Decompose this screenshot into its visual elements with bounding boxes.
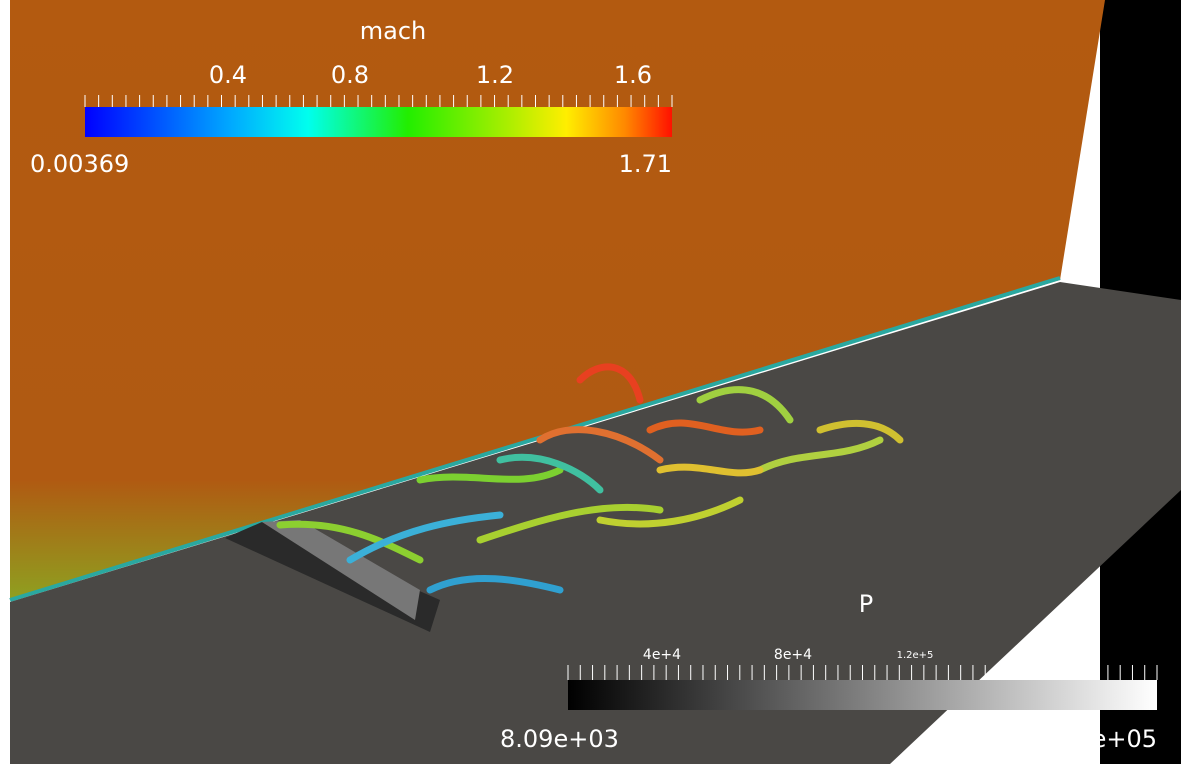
p-colorbar — [568, 680, 1157, 710]
tick-label: 4e+4 — [643, 647, 681, 663]
legend-title: P — [859, 590, 873, 618]
tick-label: 0.4 — [209, 61, 247, 89]
tick-label: 8e+4 — [774, 647, 812, 663]
tick-label: 1.6e+5 — [1023, 650, 1060, 661]
tick-label: 1.2 — [476, 61, 514, 89]
legend-max-label: 1.71 — [619, 150, 672, 178]
legend-min-label: 8.09e+03 — [500, 725, 619, 753]
mach-colorbar — [85, 107, 672, 137]
tick-label: 1.2e+5 — [897, 650, 934, 661]
legend-max-label: 1.97e+05 — [1038, 725, 1157, 753]
legend-title: mach — [360, 17, 427, 45]
visualization: mach 0.00369 1.71 P 8.09e+03 1.97e+05 0.… — [0, 0, 1181, 764]
legend-min-label: 0.00369 — [30, 150, 129, 178]
tick-label: 0.8 — [331, 61, 369, 89]
tick-label: 1.6 — [614, 61, 652, 89]
